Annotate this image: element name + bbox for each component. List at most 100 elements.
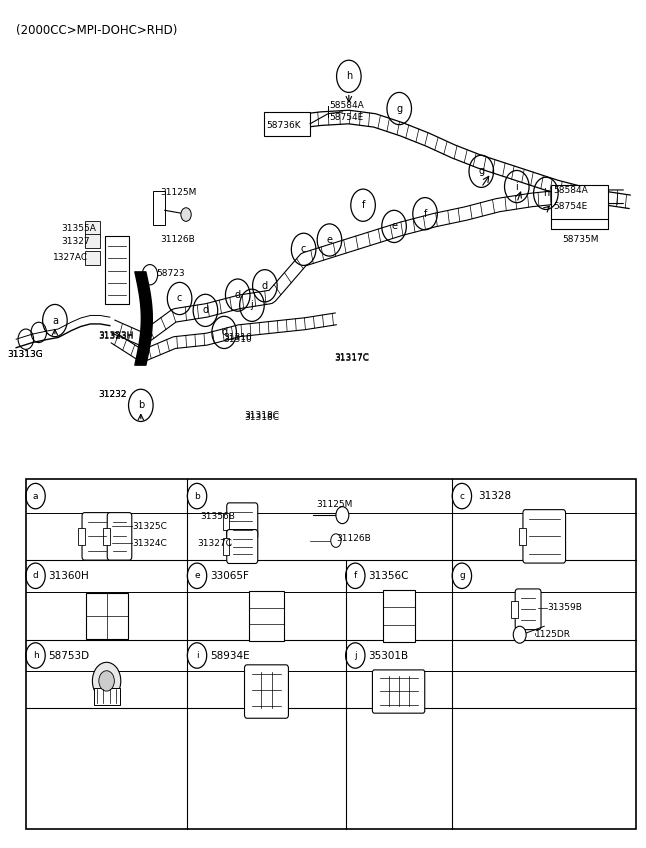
FancyBboxPatch shape bbox=[516, 589, 541, 629]
Circle shape bbox=[181, 208, 191, 221]
Text: 31324C: 31324C bbox=[132, 538, 167, 548]
Bar bbox=[153, 191, 165, 225]
Text: 31126B: 31126B bbox=[160, 235, 195, 243]
Text: f: f bbox=[423, 209, 427, 219]
Circle shape bbox=[513, 626, 526, 643]
Text: 58753D: 58753D bbox=[48, 650, 90, 661]
Text: b: b bbox=[138, 400, 144, 410]
Text: 58723: 58723 bbox=[156, 269, 185, 277]
Text: f: f bbox=[353, 572, 357, 580]
Text: 31125M: 31125M bbox=[160, 188, 196, 197]
Bar bbox=[249, 592, 284, 641]
Text: 31232: 31232 bbox=[98, 390, 127, 399]
Text: 58735M: 58735M bbox=[562, 235, 599, 243]
Text: 31310: 31310 bbox=[224, 333, 253, 342]
Text: i: i bbox=[516, 181, 518, 192]
Text: 31313G: 31313G bbox=[8, 350, 43, 359]
Text: 31126B: 31126B bbox=[336, 533, 371, 543]
Text: 58584A: 58584A bbox=[329, 102, 364, 110]
FancyBboxPatch shape bbox=[227, 503, 258, 539]
Text: 58934E: 58934E bbox=[210, 650, 249, 661]
Bar bbox=[105, 236, 129, 304]
Text: f: f bbox=[361, 200, 365, 210]
Bar bbox=[26, 479, 636, 829]
Bar bbox=[223, 512, 229, 529]
Circle shape bbox=[99, 671, 114, 691]
Text: j: j bbox=[354, 651, 357, 660]
FancyBboxPatch shape bbox=[85, 234, 100, 248]
Bar bbox=[382, 590, 415, 643]
Text: 31318C: 31318C bbox=[244, 413, 279, 421]
Text: 1327AC: 1327AC bbox=[53, 254, 88, 262]
Circle shape bbox=[92, 662, 121, 700]
Text: h: h bbox=[543, 188, 549, 198]
Bar bbox=[551, 185, 608, 219]
Text: g: g bbox=[478, 166, 484, 176]
FancyBboxPatch shape bbox=[85, 251, 100, 265]
FancyBboxPatch shape bbox=[244, 665, 288, 718]
Text: 31328: 31328 bbox=[478, 491, 511, 501]
Text: j: j bbox=[251, 300, 253, 310]
FancyBboxPatch shape bbox=[227, 529, 258, 563]
Text: 31356C: 31356C bbox=[368, 571, 409, 581]
Text: 31327C: 31327C bbox=[197, 539, 232, 549]
Text: a: a bbox=[33, 492, 38, 500]
Text: 31323H: 31323H bbox=[98, 332, 134, 340]
Bar bbox=[103, 527, 110, 544]
Text: g: g bbox=[459, 572, 464, 580]
Text: i: i bbox=[196, 651, 198, 660]
Text: 31323H: 31323H bbox=[98, 332, 134, 341]
Text: 31317C: 31317C bbox=[335, 353, 370, 361]
Text: d: d bbox=[33, 572, 38, 580]
Text: d: d bbox=[202, 305, 209, 315]
Text: c: c bbox=[459, 492, 464, 500]
Bar bbox=[519, 527, 526, 544]
Text: d: d bbox=[221, 327, 227, 338]
Text: c: c bbox=[177, 293, 182, 304]
Text: e: e bbox=[194, 572, 200, 580]
Text: 1125DR: 1125DR bbox=[535, 630, 570, 639]
FancyBboxPatch shape bbox=[107, 512, 132, 560]
Text: 31356B: 31356B bbox=[200, 512, 235, 522]
Text: 58736K: 58736K bbox=[266, 121, 301, 130]
Text: 31232: 31232 bbox=[98, 390, 127, 399]
Text: 31318C: 31318C bbox=[244, 411, 279, 420]
Bar bbox=[223, 538, 229, 555]
Circle shape bbox=[336, 506, 349, 523]
FancyBboxPatch shape bbox=[523, 510, 566, 563]
Text: b: b bbox=[194, 492, 200, 500]
Text: 58584A: 58584A bbox=[554, 187, 589, 195]
Text: 31310: 31310 bbox=[224, 335, 253, 343]
Text: 31355A: 31355A bbox=[61, 225, 96, 233]
Text: d: d bbox=[262, 281, 268, 291]
Text: a: a bbox=[52, 315, 58, 326]
Text: 31317C: 31317C bbox=[335, 354, 370, 363]
Text: e: e bbox=[326, 235, 333, 245]
Text: 31125M: 31125M bbox=[317, 500, 353, 510]
Text: 31360H: 31360H bbox=[48, 571, 89, 581]
Bar bbox=[264, 112, 310, 136]
Circle shape bbox=[331, 534, 341, 548]
FancyBboxPatch shape bbox=[372, 670, 424, 713]
Text: 58754E: 58754E bbox=[554, 202, 588, 210]
Text: h: h bbox=[346, 71, 352, 81]
Bar bbox=[85, 593, 127, 639]
Bar bbox=[94, 688, 120, 705]
Text: d: d bbox=[234, 290, 241, 300]
Text: 31359B: 31359B bbox=[548, 603, 582, 612]
Text: 58754E: 58754E bbox=[329, 113, 364, 121]
Text: 31325C: 31325C bbox=[132, 522, 167, 531]
Text: 33065F: 33065F bbox=[210, 571, 249, 581]
Text: 35301B: 35301B bbox=[368, 650, 408, 661]
Text: g: g bbox=[396, 103, 402, 114]
Text: 31313G: 31313G bbox=[8, 350, 43, 359]
Text: h: h bbox=[33, 651, 38, 660]
Text: c: c bbox=[301, 244, 306, 254]
Text: e: e bbox=[391, 221, 397, 232]
Text: 31327: 31327 bbox=[61, 237, 90, 246]
Text: (2000CC>MPI-DOHC>RHD): (2000CC>MPI-DOHC>RHD) bbox=[16, 24, 178, 36]
Bar bbox=[512, 600, 518, 617]
Bar bbox=[78, 527, 85, 544]
FancyBboxPatch shape bbox=[82, 512, 112, 560]
FancyBboxPatch shape bbox=[85, 221, 100, 235]
